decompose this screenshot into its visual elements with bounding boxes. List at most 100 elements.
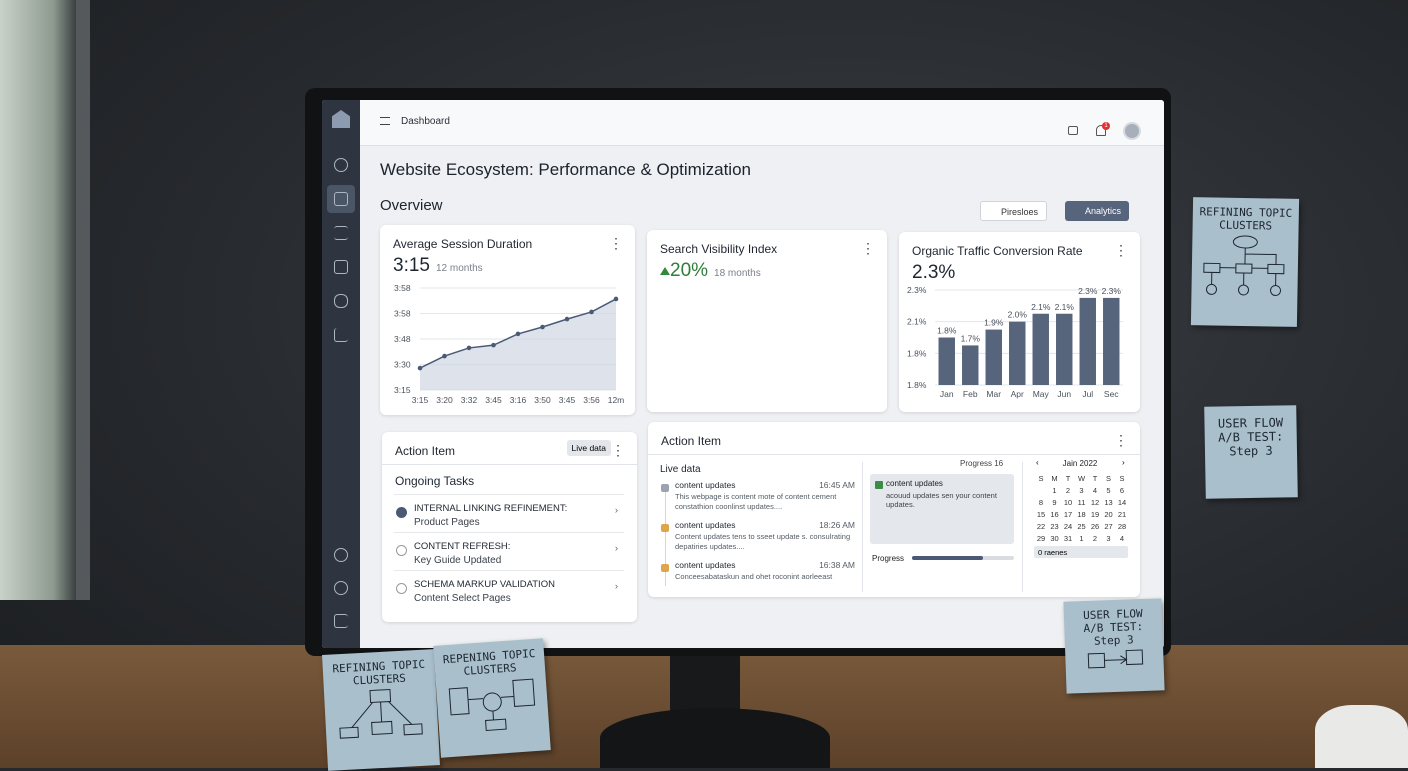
filter-icon[interactable] <box>334 226 348 240</box>
calendar-day: 4 <box>1119 534 1125 543</box>
task-row[interactable]: CONTENT REFRESH: Key Guide Updated › <box>394 532 624 570</box>
database-icon[interactable] <box>334 294 348 308</box>
menu-icon[interactable] <box>380 117 390 125</box>
calendar-day: 26 <box>1090 522 1100 531</box>
grid-icon[interactable] <box>334 192 348 206</box>
weekday: T <box>1065 474 1071 483</box>
note-box: content updates acouud updates sen your … <box>870 474 1014 544</box>
point <box>540 324 545 330</box>
content: Dashboard 1 Website Ecosystem: Performan… <box>360 100 1164 648</box>
task-detail: Content Select Pages <box>414 593 511 604</box>
task-row[interactable]: INTERNAL LINKING REFINEMENT: Product Page… <box>394 494 624 532</box>
point <box>417 365 423 371</box>
x-tick-label: May <box>1033 389 1050 399</box>
feed-item: content updates 16:45 AM This webpage is c… <box>675 480 855 512</box>
task-row[interactable]: SCHEMA MARKUP VALIDATION Content Select P… <box>394 570 624 608</box>
chart-icon[interactable] <box>334 328 348 342</box>
calendar-day: 14 <box>1117 498 1127 507</box>
monitor-base <box>600 708 830 768</box>
bar <box>962 345 979 385</box>
menu[interactable]: ⋮ <box>611 442 625 458</box>
avatar[interactable] <box>1123 122 1141 140</box>
x-tick-label: Jul <box>1082 389 1093 399</box>
page-title: Website Ecosystem: Performance & Optimiz… <box>380 160 751 179</box>
search-icon[interactable] <box>334 158 348 172</box>
y-tick-label: 3:30 <box>394 360 411 370</box>
menu[interactable]: ⋮ <box>609 235 623 251</box>
mail-icon[interactable] <box>1068 126 1078 135</box>
help-icon[interactable] <box>334 581 348 595</box>
feed-time: 16:45 AM <box>819 480 855 490</box>
feed-title: content updates <box>675 520 736 530</box>
sticky-note: REFINING TOPIC CLUSTERS <box>322 649 440 771</box>
feed-text: Content updates tens to sseet update s. … <box>675 532 851 551</box>
task-check <box>396 583 407 594</box>
filter-button[interactable]: Piresloes <box>980 201 1048 221</box>
sticky-note: REPENING TOPIC CLUSTERS <box>433 638 551 758</box>
calendar-day: 2 <box>1065 486 1071 495</box>
calendar-day: 4 <box>1092 486 1098 495</box>
live-badge: Live data <box>566 440 611 456</box>
y-tick-label: 1.8% <box>907 380 927 390</box>
menu[interactable]: ⋮ <box>1114 432 1128 448</box>
bar <box>1056 313 1073 385</box>
x-tick-label: Apr <box>1011 389 1024 399</box>
feed-text: Conceesabataskun and ohet roconint aorle… <box>675 572 833 581</box>
menu[interactable]: ⋮ <box>1114 242 1128 258</box>
point <box>466 345 472 351</box>
x-tick-label: 12m <box>608 395 625 405</box>
mug <box>1315 705 1408 768</box>
task-title: INTERNAL LINKING REFINEMENT: <box>414 503 568 514</box>
task-check <box>396 545 407 556</box>
weekday: S <box>1105 474 1111 483</box>
x-tick-label: 3:32 <box>461 395 478 405</box>
logo <box>332 110 350 128</box>
weekday: M <box>1051 474 1058 483</box>
bar <box>1103 297 1120 385</box>
card: Search Visibility Index⋮ 05%10%15%20%1m3… <box>647 230 889 438</box>
calendar-footer: 0 raenes <box>1034 546 1128 558</box>
progress-track <box>912 556 1014 560</box>
nav-active[interactable] <box>327 185 355 213</box>
point <box>613 296 619 302</box>
check-icon[interactable] <box>334 260 348 274</box>
x-tick-label: 3:20 <box>436 395 453 405</box>
progress-fill <box>912 556 984 560</box>
calendar-day: 9 <box>1052 498 1057 507</box>
y-tick-label: 3:58 <box>394 283 411 293</box>
area <box>420 298 616 390</box>
feed-time: 18:26 AM <box>819 520 855 530</box>
point <box>564 316 570 322</box>
progress-menu[interactable]: Progress 16 <box>960 459 1004 468</box>
header: Dashboard 1 <box>360 100 1164 146</box>
x-tick-label: Feb <box>963 389 978 399</box>
bar <box>938 337 955 385</box>
search-icon[interactable] <box>334 548 348 562</box>
note-text: acouud updates sen your content updates. <box>886 491 997 509</box>
note-sketch <box>1087 649 1144 669</box>
x-tick-label: 3:16 <box>510 395 527 405</box>
analytics-button[interactable]: Analytics <box>1065 201 1130 221</box>
card-value: 20% <box>670 260 709 281</box>
calendar-day: 22 <box>1036 522 1046 531</box>
calendar-day: 1 <box>1052 486 1057 495</box>
point <box>589 309 594 315</box>
sidebar <box>322 100 360 648</box>
note-sketch <box>339 688 423 739</box>
calendar-day: 18 <box>1077 510 1086 519</box>
x-tick-label: Sec <box>1104 389 1119 399</box>
card-subtitle: 12 months <box>435 263 483 274</box>
bell-icon[interactable] <box>1096 125 1106 136</box>
bar <box>1032 313 1049 385</box>
chevron: › <box>614 543 618 554</box>
bar <box>1009 321 1026 385</box>
chevron: › <box>614 581 618 592</box>
timeline-dot <box>661 564 669 572</box>
calendar-day: 12 <box>1090 498 1100 507</box>
menu[interactable]: ⋮ <box>861 240 875 256</box>
logout-icon[interactable] <box>334 614 348 628</box>
calendar-day: 27 <box>1104 522 1113 531</box>
timeline <box>665 486 666 586</box>
weekday: T <box>1092 474 1098 483</box>
notification-badge: 1 <box>1102 122 1110 130</box>
